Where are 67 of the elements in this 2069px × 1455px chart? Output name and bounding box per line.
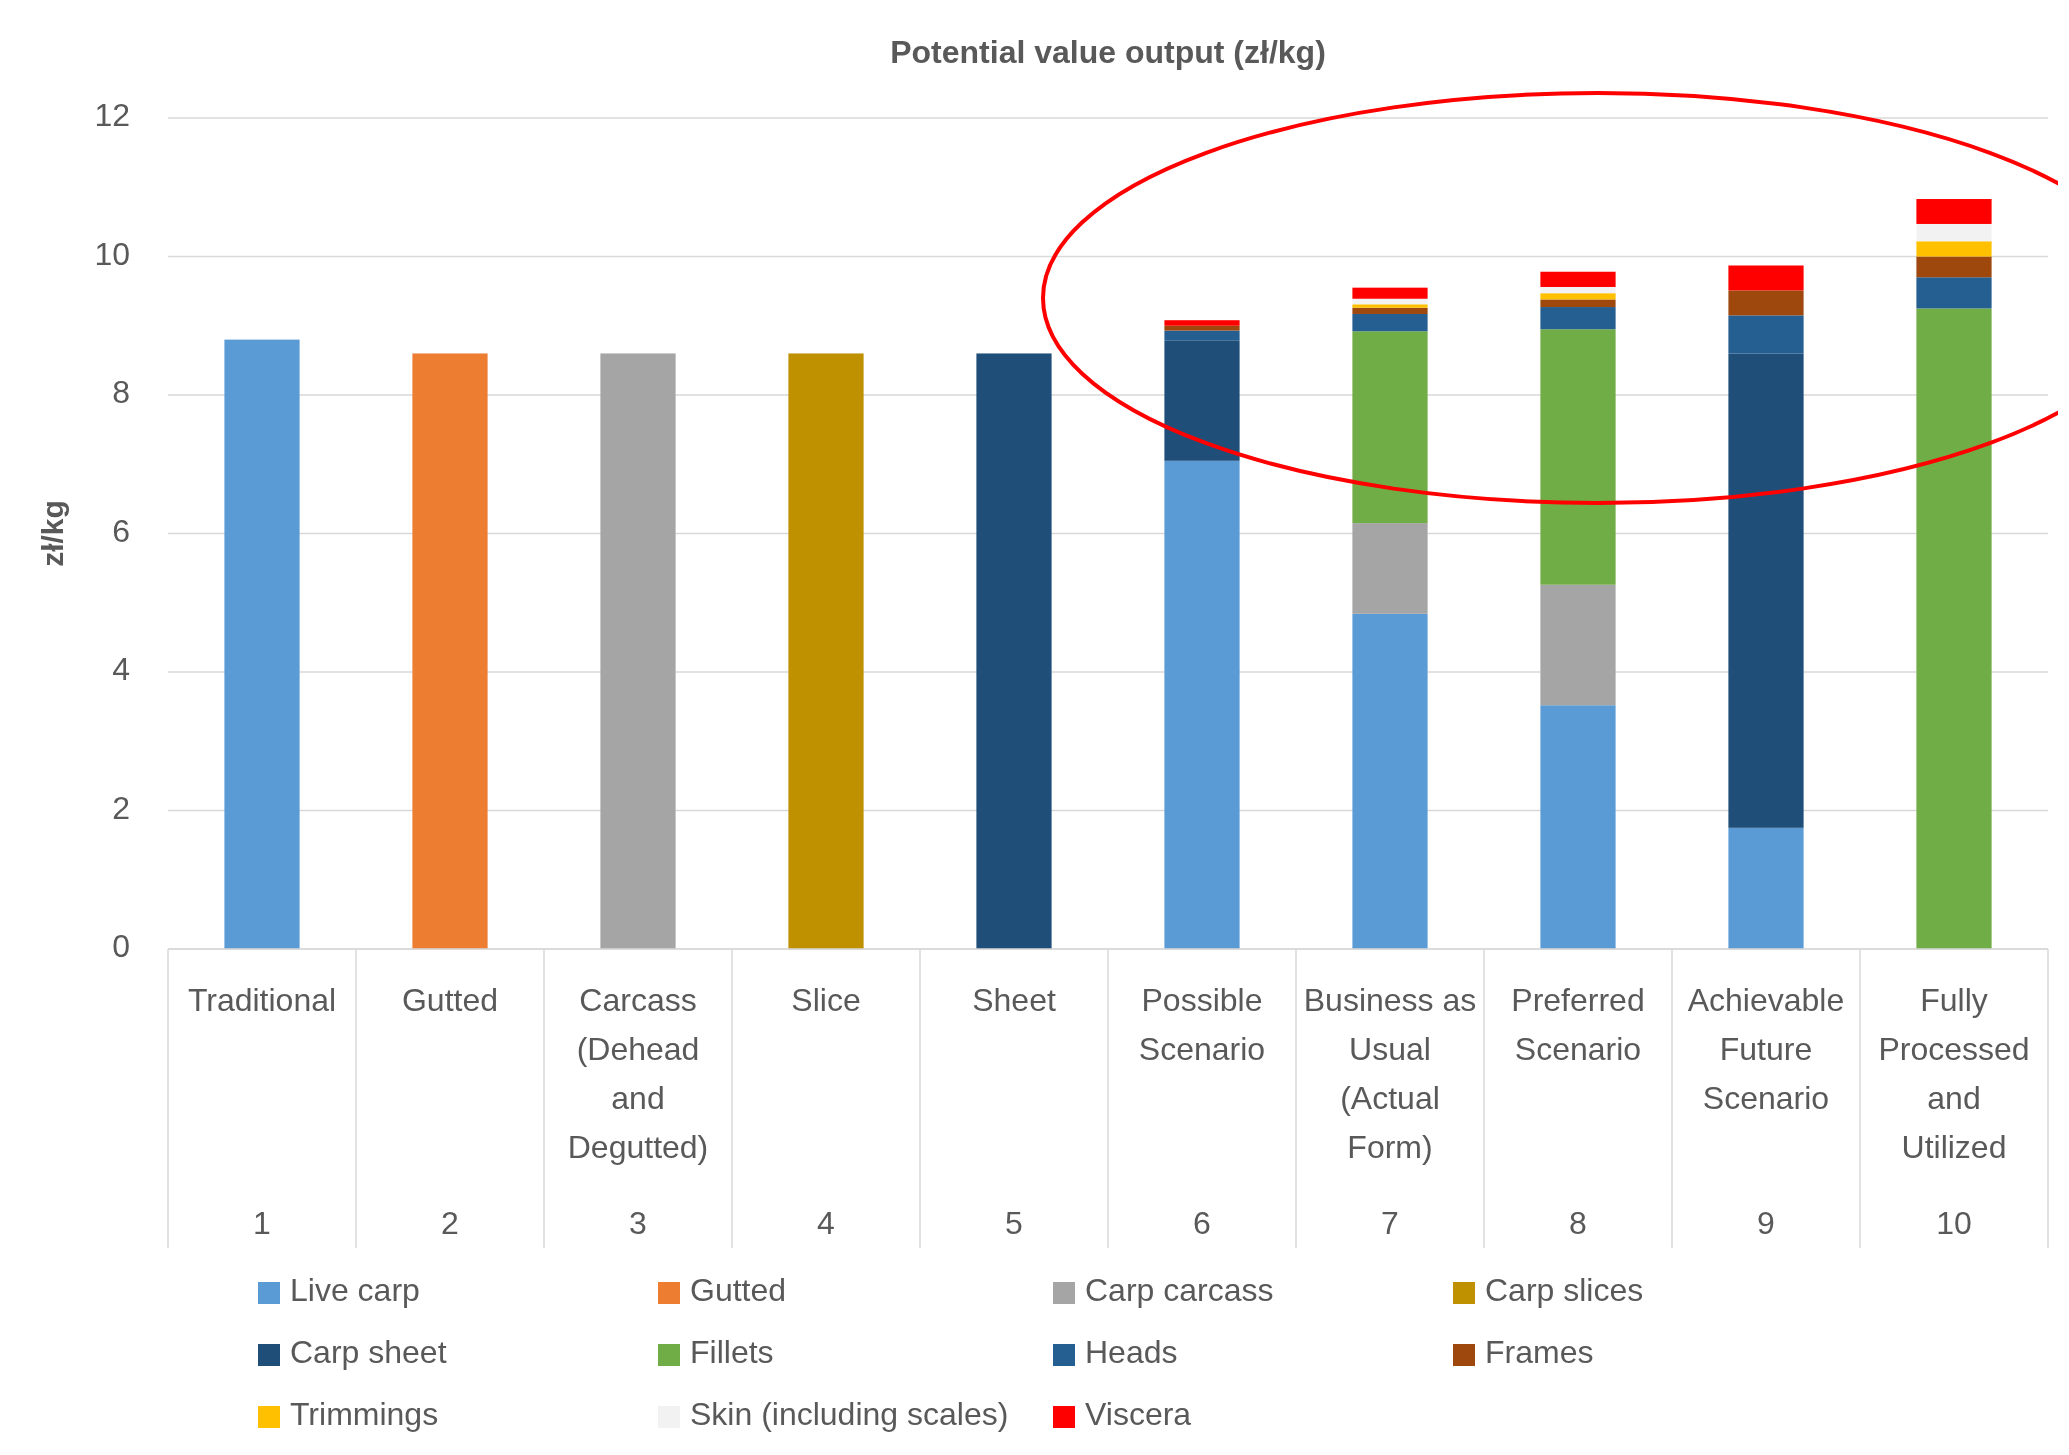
bar (976, 353, 1052, 949)
bar (1352, 613, 1428, 949)
y-tick-label: 0 (112, 928, 130, 965)
bar (1352, 287, 1428, 299)
bar (1728, 315, 1804, 354)
bar (224, 339, 300, 949)
bar (412, 353, 488, 949)
y-tick-label: 2 (112, 789, 130, 826)
bar (1352, 304, 1428, 308)
bar (1540, 271, 1616, 287)
legend-label: Viscera (1085, 1396, 1192, 1433)
bar (1916, 277, 1992, 309)
y-axis-title: zł/kg (36, 500, 69, 567)
bar (1164, 460, 1240, 949)
bar (1352, 523, 1428, 614)
bar (1916, 241, 1992, 257)
legend-label: Frames (1485, 1334, 1594, 1371)
y-tick-label: 6 (112, 512, 130, 549)
category-label: Preferred Scenario 8 (1511, 982, 1645, 1241)
category-label: Sheet 5 (972, 982, 1056, 1241)
category-label: Carcass (Dehead and Degutted) 3 (567, 982, 709, 1241)
bar (1164, 340, 1240, 461)
bar (1540, 584, 1616, 706)
bar (788, 353, 864, 949)
bar (1728, 265, 1804, 291)
category-label: Fully Processed and Utilized 10 (1878, 982, 2030, 1241)
bar (1728, 353, 1804, 828)
bar (1352, 313, 1428, 332)
category-label: Gutted 2 (401, 982, 499, 1241)
bar (1916, 308, 1992, 949)
legend-label: Gutted (690, 1272, 787, 1309)
chart-title: Potential value output (zł/kg) (890, 34, 1326, 70)
legend-label: Heads (1085, 1334, 1178, 1371)
category-label: Traditional 1 (187, 982, 337, 1241)
bar (1352, 307, 1428, 314)
legend-label: Fillets (690, 1334, 774, 1371)
category-label: Possible Scenario 6 (1138, 982, 1266, 1241)
y-tick-label: 8 (112, 374, 130, 411)
bar (1164, 320, 1240, 326)
legend-label: Carp slices (1485, 1272, 1644, 1309)
bar (1540, 299, 1616, 308)
y-tick-label: 4 (112, 651, 130, 688)
bar (1352, 331, 1428, 524)
legend-label: Live carp (290, 1272, 420, 1309)
legend-label: Skin (including scales) (690, 1396, 1009, 1433)
category-label: Business as Usual (Actual Form) 7 (1303, 982, 1477, 1241)
legend-label: Trimmings (290, 1396, 439, 1433)
category-label: Slice 4 (791, 982, 861, 1241)
bar (1540, 286, 1616, 294)
bar (1352, 298, 1428, 305)
bar (1540, 293, 1616, 300)
bar (1540, 307, 1616, 330)
bar (1916, 199, 1992, 224)
bar (1916, 256, 1992, 278)
category-label: Achievable Future Scenario 9 (1687, 982, 1845, 1241)
legend-label: Carp sheet (290, 1334, 447, 1371)
legend-label: Carp carcass (1085, 1272, 1274, 1309)
bar (1164, 325, 1240, 331)
y-tick-label: 10 (94, 235, 130, 272)
bar (1916, 223, 1992, 242)
y-tick-label: 12 (94, 97, 130, 134)
bar (1728, 290, 1804, 316)
bar (600, 353, 676, 949)
bar (1540, 705, 1616, 949)
bar (1540, 329, 1616, 585)
bar (1728, 827, 1804, 949)
bar (1164, 330, 1240, 341)
